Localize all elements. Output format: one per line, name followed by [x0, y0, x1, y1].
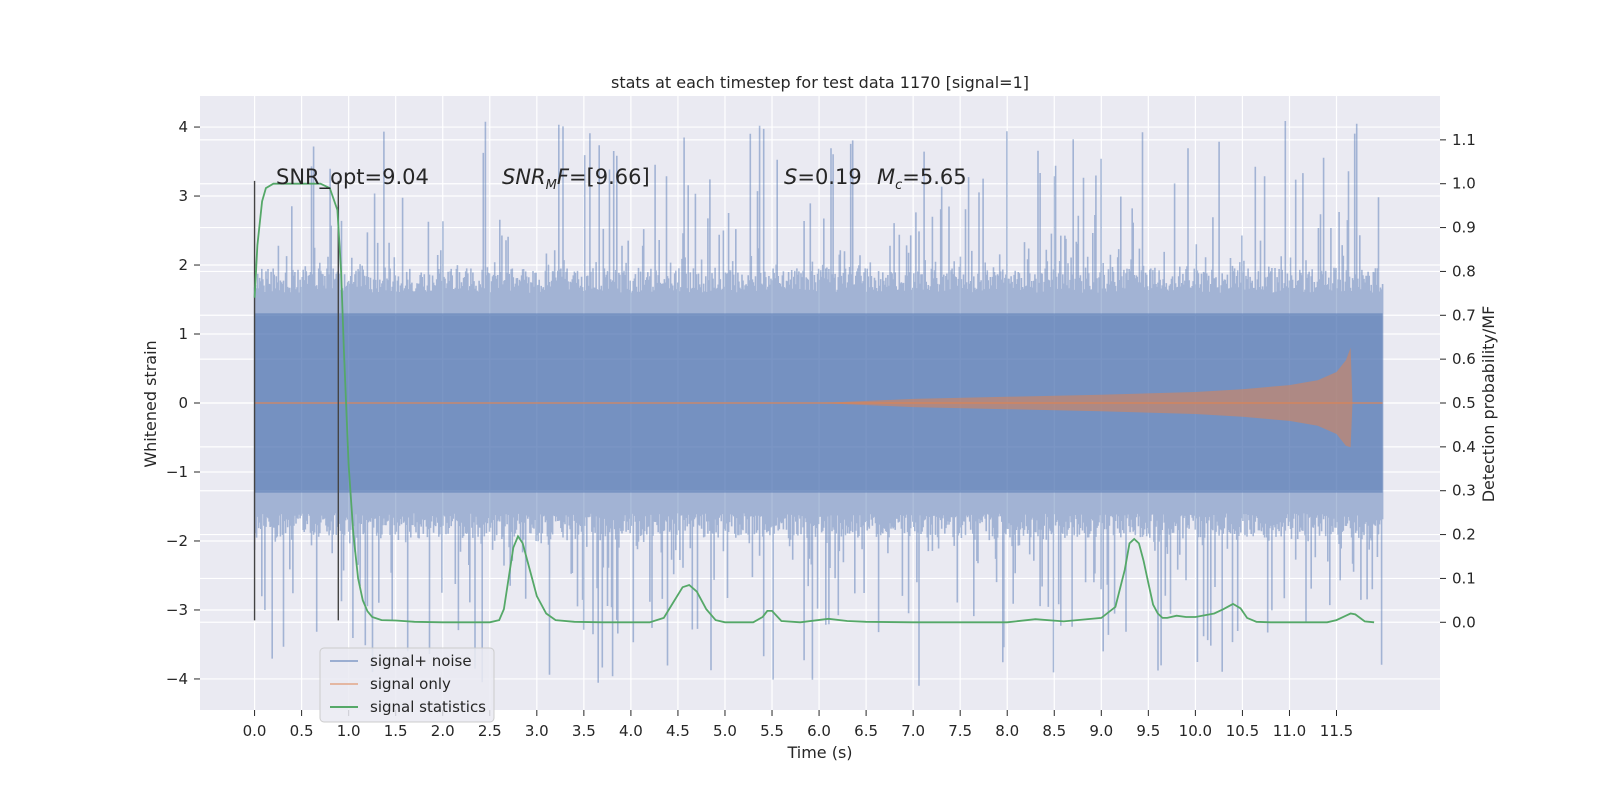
legend-label-signal: signal only — [370, 675, 451, 693]
y-tick-label: 1 — [178, 325, 188, 343]
x-tick-label: 9.0 — [1089, 722, 1113, 740]
y-tick-label: 0 — [178, 394, 188, 412]
y2-tick-label: 0.8 — [1452, 262, 1476, 280]
y2-tick-label: 0.0 — [1452, 613, 1476, 631]
snr-opt-annotation: SNR_opt=9.04 — [276, 165, 429, 190]
y2-tick-label: 0.1 — [1452, 569, 1476, 587]
x-tick-label: 9.5 — [1136, 722, 1160, 740]
y-tick-label: 2 — [178, 256, 188, 274]
s-var: S — [784, 165, 797, 189]
s-val: =0.19 — [797, 165, 861, 189]
signal-statistics-series — [253, 182, 1375, 624]
x-tick-label: 5.5 — [760, 722, 784, 740]
x-tick-label: 1.0 — [337, 722, 361, 740]
x-tick-label: 0.0 — [243, 722, 267, 740]
y2-tick-label: 0.2 — [1452, 526, 1476, 544]
x-tick-label: 8.0 — [995, 722, 1019, 740]
x-tick-label: 10.0 — [1179, 722, 1212, 740]
y2-tick-label: 0.9 — [1452, 219, 1476, 237]
mc-sub: c — [895, 178, 902, 193]
x-tick-label: 10.5 — [1226, 722, 1259, 740]
y-tick-label: 4 — [178, 118, 188, 136]
vertical-lines — [253, 180, 340, 621]
y2-tick-label: 1.0 — [1452, 175, 1476, 193]
legend: signal+ noise signal only signal statist… — [319, 647, 495, 723]
y2-tick-label: 0.4 — [1452, 438, 1476, 456]
legend-label-stat: signal statistics — [370, 698, 486, 716]
y-tick-label: −3 — [166, 601, 188, 619]
mc-var: M — [877, 165, 895, 189]
x-axis-label: Time (s) — [786, 743, 852, 762]
chart-title: stats at each timestep for test data 117… — [611, 73, 1029, 92]
y-axis-ticks: −4 −3 −2 −1 0 1 2 3 4 — [166, 118, 200, 688]
y-tick-label: −2 — [166, 532, 188, 550]
x-tick-label: 1.5 — [384, 722, 408, 740]
x-axis-ticks: 0.0 0.5 1.0 1.5 2.0 2.5 3.0 3.5 4.0 4.5 5.0 5.5 6.0 6… — [243, 710, 1353, 740]
y2-tick-label: 0.5 — [1452, 394, 1476, 412]
y-tick-label: 3 — [178, 187, 188, 205]
y-tick-label: −4 — [166, 670, 188, 688]
snr-mf-annotation: SNRMF=[9.66] — [502, 165, 650, 193]
x-tick-label: 11.5 — [1320, 722, 1353, 740]
signal-only-series — [254, 347, 1383, 448]
y2-tick-label: 0.6 — [1452, 350, 1476, 368]
x-tick-label: 3.0 — [525, 722, 549, 740]
y2-tick-label: 0.7 — [1452, 306, 1476, 324]
x-tick-label: 2.0 — [431, 722, 455, 740]
legend-box — [319, 647, 495, 723]
mc-annotation: Mc=5.65 — [877, 165, 967, 193]
snr-mf-main: SNR — [502, 165, 546, 189]
x-tick-label: 2.5 — [478, 722, 502, 740]
y2-axis-ticks: 0.0 0.1 0.2 0.3 0.4 0.5 0.6 0.7 0.8 0.9 1.0 1.1 — [1440, 131, 1476, 631]
snr-mf-value: =[9.66] — [569, 165, 650, 189]
y2-tick-label: 1.1 — [1452, 131, 1476, 149]
x-tick-label: 3.5 — [572, 722, 596, 740]
y-tick-label: −1 — [166, 463, 188, 481]
chirp-envelope — [819, 347, 1383, 448]
statistics-line — [253, 182, 1375, 624]
s-annotation: S=0.19 — [784, 165, 862, 189]
y2-tick-label: 0.3 — [1452, 482, 1476, 500]
x-tick-label: 5.0 — [713, 722, 737, 740]
x-tick-label: 4.5 — [666, 722, 690, 740]
x-tick-label: 6.5 — [854, 722, 878, 740]
x-tick-label: 6.0 — [807, 722, 831, 740]
legend-label-noise: signal+ noise — [370, 652, 472, 670]
y-axis-label: Whitened strain — [141, 340, 160, 467]
x-tick-label: 7.5 — [948, 722, 972, 740]
x-tick-label: 11.0 — [1273, 722, 1306, 740]
y2-axis-label: Detection probability/MF — [1479, 306, 1498, 503]
mc-val: =5.65 — [902, 165, 966, 189]
x-tick-label: 4.0 — [619, 722, 643, 740]
snr-mf-f: F — [557, 165, 570, 189]
x-tick-label: 8.5 — [1042, 722, 1066, 740]
snr-mf-sub: M — [546, 178, 557, 193]
x-tick-label: 0.5 — [290, 722, 314, 740]
x-tick-label: 7.0 — [901, 722, 925, 740]
